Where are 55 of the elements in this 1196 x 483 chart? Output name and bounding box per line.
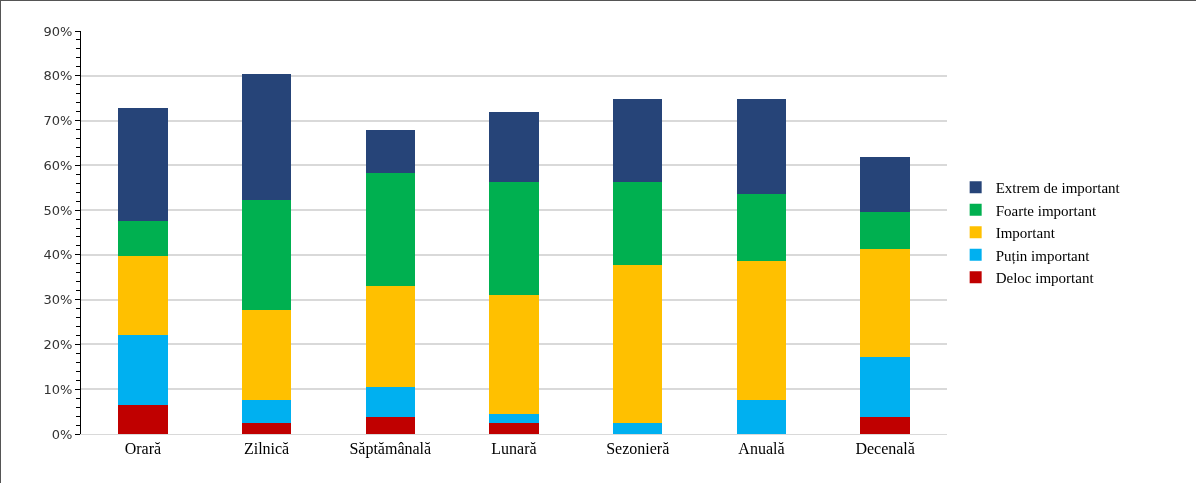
bar <box>612 264 663 423</box>
y-tick-label: 40% <box>43 247 73 263</box>
x-tick-label: Săptămânală <box>349 440 432 459</box>
bar <box>365 386 416 418</box>
bar <box>736 399 787 434</box>
bar <box>118 334 168 405</box>
bar <box>241 422 292 434</box>
bar <box>860 356 910 418</box>
bar <box>489 413 539 423</box>
y-tick-label: 50% <box>43 202 73 218</box>
bar <box>241 199 292 310</box>
bar <box>612 99 663 182</box>
bar <box>736 194 787 262</box>
bar <box>365 172 416 287</box>
legend-label: Extrem de important <box>995 180 1121 197</box>
legend-label: Puțin important <box>995 247 1091 265</box>
x-tick-label: Zilnică <box>243 440 290 458</box>
bar <box>118 108 168 222</box>
bar <box>365 130 416 173</box>
y-tick-label: 60% <box>43 157 73 173</box>
y-tick-label: 30% <box>43 292 73 308</box>
y-tick-label: 10% <box>43 381 73 397</box>
y-tick-label: 70% <box>43 113 73 129</box>
bar <box>612 422 663 434</box>
x-tick-label: Sezonieră <box>606 440 670 458</box>
bar <box>489 112 539 182</box>
legend-label: Deloc important <box>995 270 1095 287</box>
legend-label: Important <box>995 225 1056 242</box>
bar <box>860 417 910 434</box>
x-tick-label: Decenală <box>855 440 915 458</box>
bar <box>736 99 787 195</box>
bar <box>241 74 292 200</box>
bar <box>118 404 168 434</box>
y-tick-label: 80% <box>43 68 73 84</box>
y-tick-label: 0% <box>51 426 73 442</box>
y-tick-label: 20% <box>43 336 73 352</box>
x-tick-label: Orară <box>124 440 162 458</box>
y-tick-label: 90% <box>43 23 73 39</box>
bar <box>118 255 168 335</box>
legend-label: Foarte important <box>995 202 1097 219</box>
bar <box>736 261 787 400</box>
bar <box>241 399 292 423</box>
x-tick-label: Lunară <box>491 440 537 458</box>
x-tick-label: Anuală <box>738 440 785 458</box>
bar <box>489 295 539 414</box>
bar <box>365 286 416 387</box>
bar <box>489 422 539 434</box>
bar <box>860 248 910 357</box>
bar <box>860 156 910 213</box>
bar <box>118 221 168 256</box>
bar <box>860 212 910 249</box>
bar <box>612 181 663 265</box>
bar <box>241 309 292 400</box>
bar <box>489 181 539 296</box>
bar <box>365 417 416 434</box>
